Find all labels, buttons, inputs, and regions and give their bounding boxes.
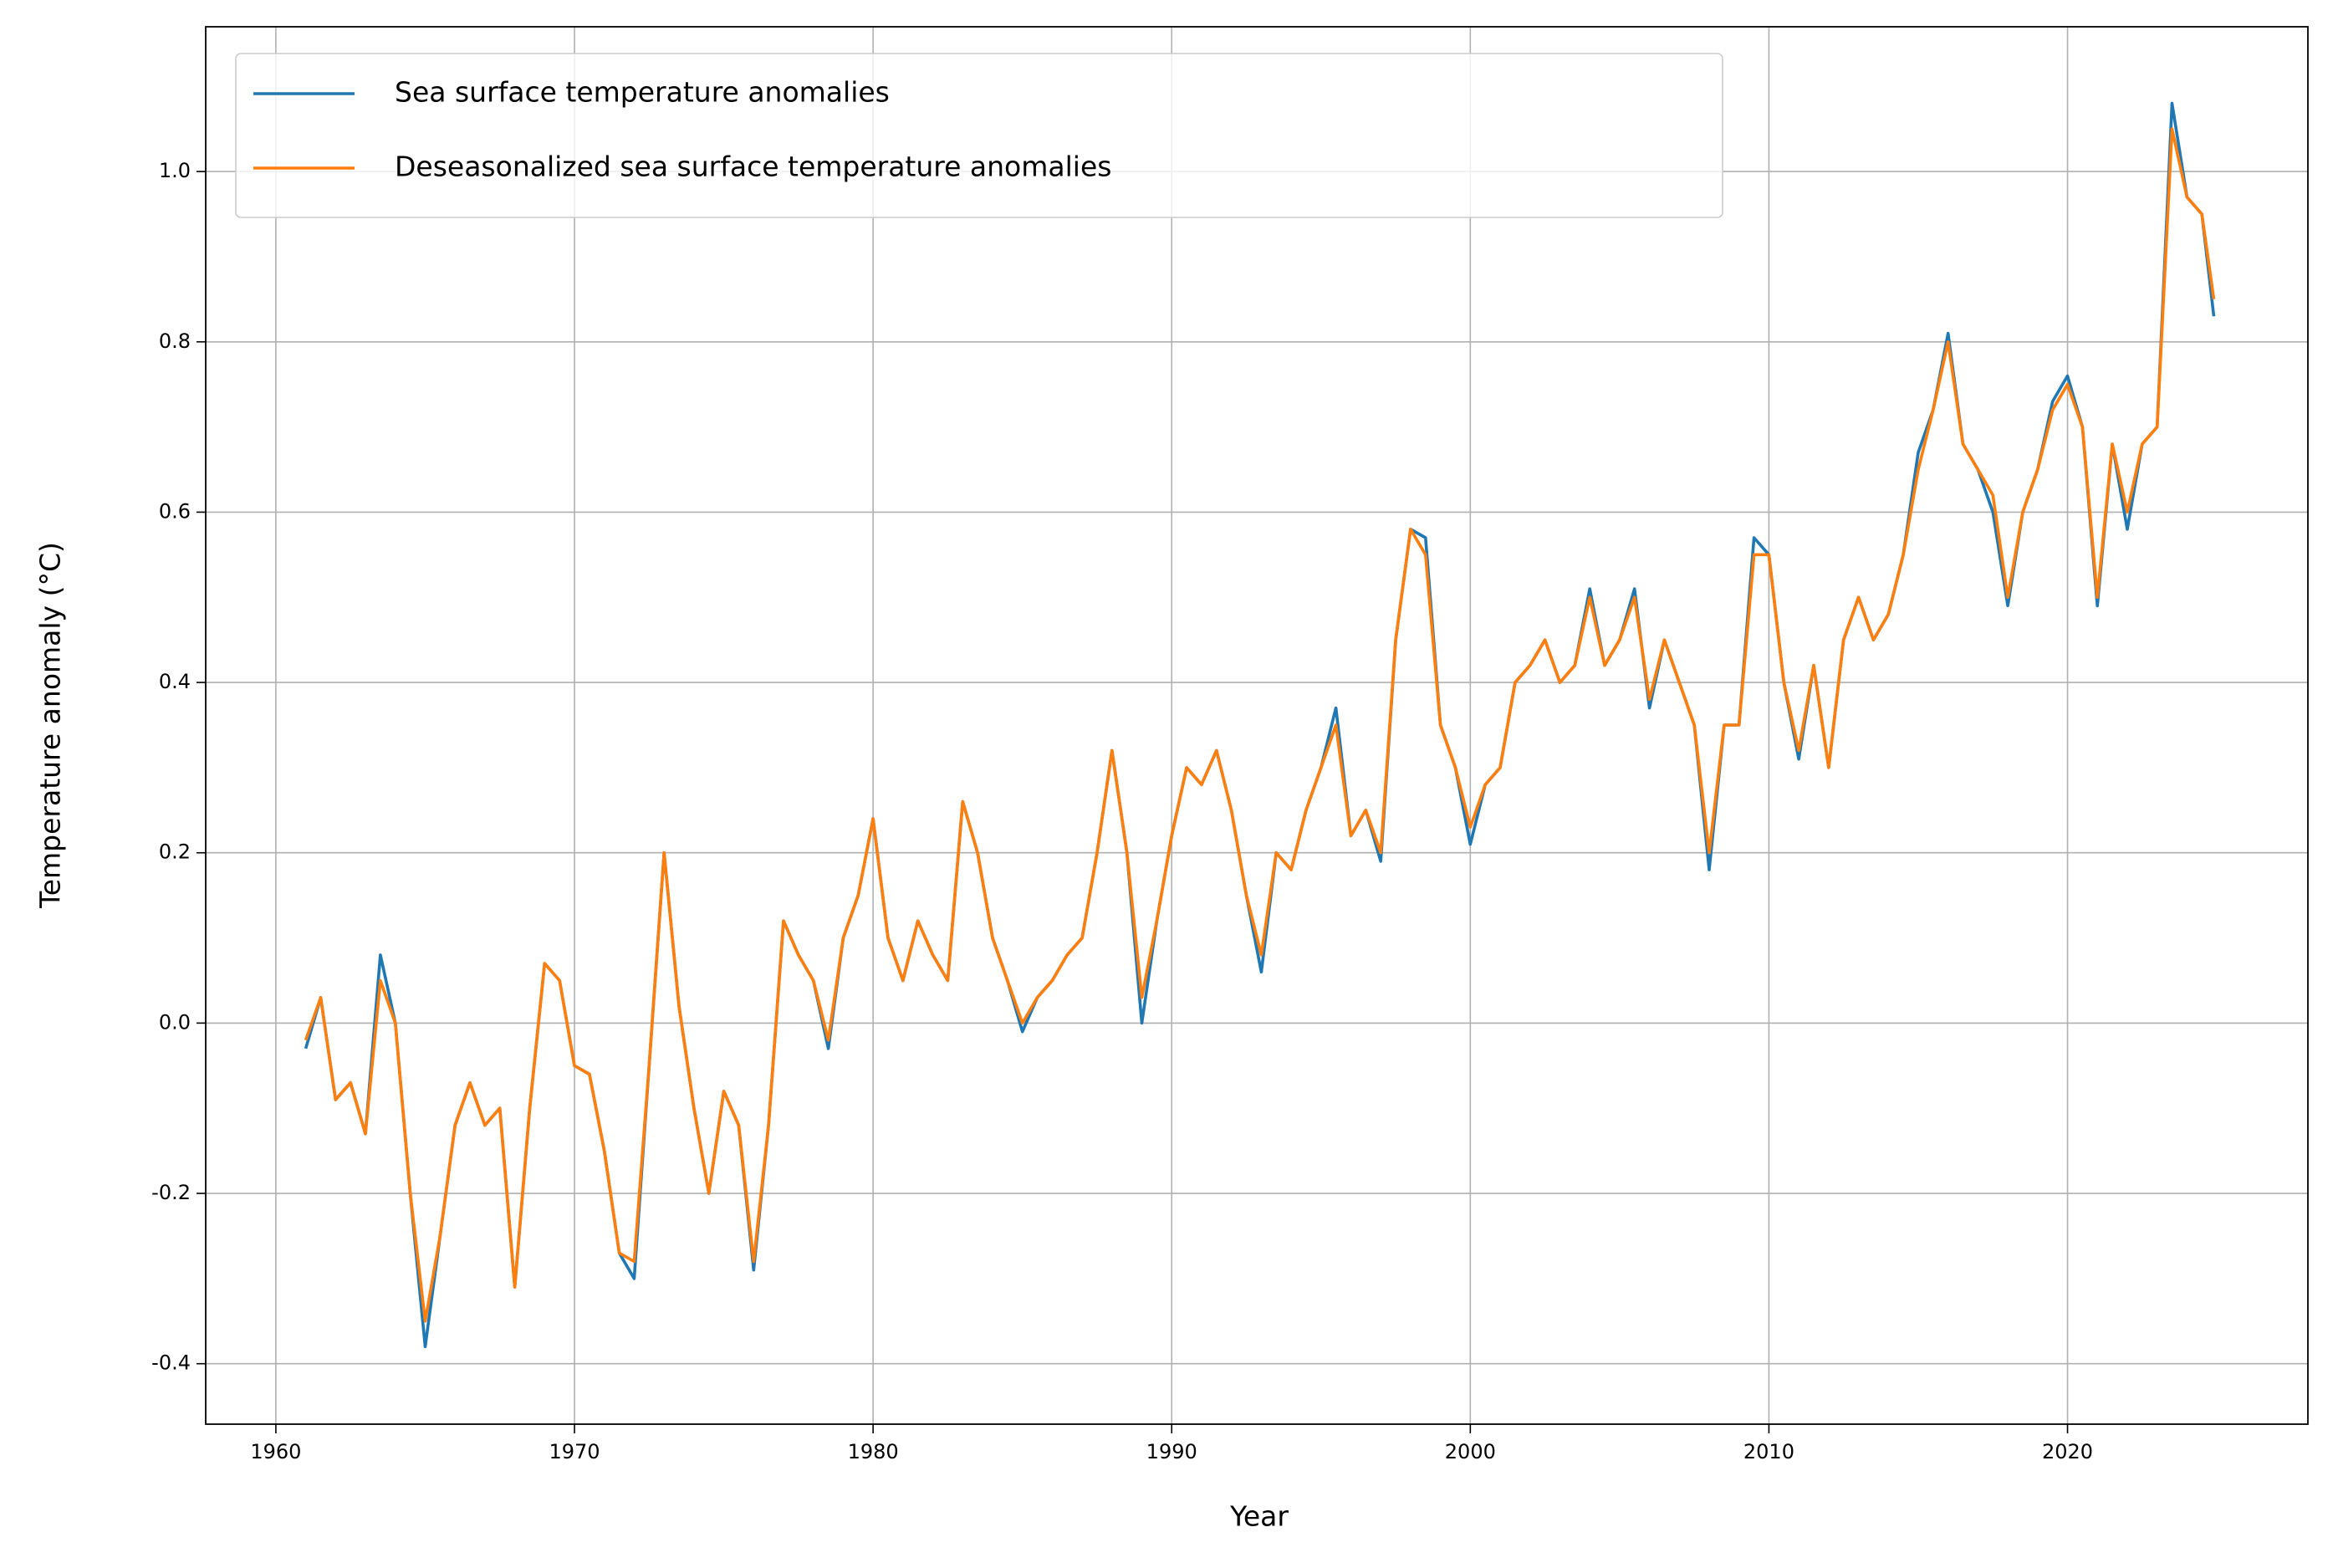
y-tick-label: 0.0 xyxy=(159,1010,191,1034)
x-tick-label: 1970 xyxy=(549,1440,600,1463)
x-tick-label: 1990 xyxy=(1146,1440,1197,1463)
y-tick-label: 0.4 xyxy=(159,670,191,693)
x-tick-label: 1960 xyxy=(250,1440,301,1463)
x-tick-label: 2020 xyxy=(2042,1440,2093,1463)
y-tick-label: -0.2 xyxy=(151,1181,191,1204)
x-tick-label: 2000 xyxy=(1445,1440,1496,1463)
y-tick-label: 0.8 xyxy=(159,329,191,353)
plot-frame xyxy=(205,26,2309,1425)
y-tick-label: 0.2 xyxy=(159,840,191,864)
legend-label: Sea surface temperature anomalies xyxy=(395,76,890,109)
x-tick-label: 1980 xyxy=(848,1440,899,1463)
x-axis-label: Year xyxy=(1229,1500,1289,1533)
y-tick-label: 1.0 xyxy=(159,159,191,182)
series-line xyxy=(304,101,2216,1349)
legend-box xyxy=(235,53,1723,218)
y-axis-label: Temperature anomaly (°C) xyxy=(34,542,67,909)
series-line xyxy=(304,127,2216,1323)
x-tick-label: 2010 xyxy=(1743,1440,1794,1463)
y-tick-label: 0.6 xyxy=(159,499,191,523)
y-tick-label: -0.4 xyxy=(151,1351,191,1375)
legend-label: Deseasonalized sea surface temperature a… xyxy=(395,151,1111,183)
